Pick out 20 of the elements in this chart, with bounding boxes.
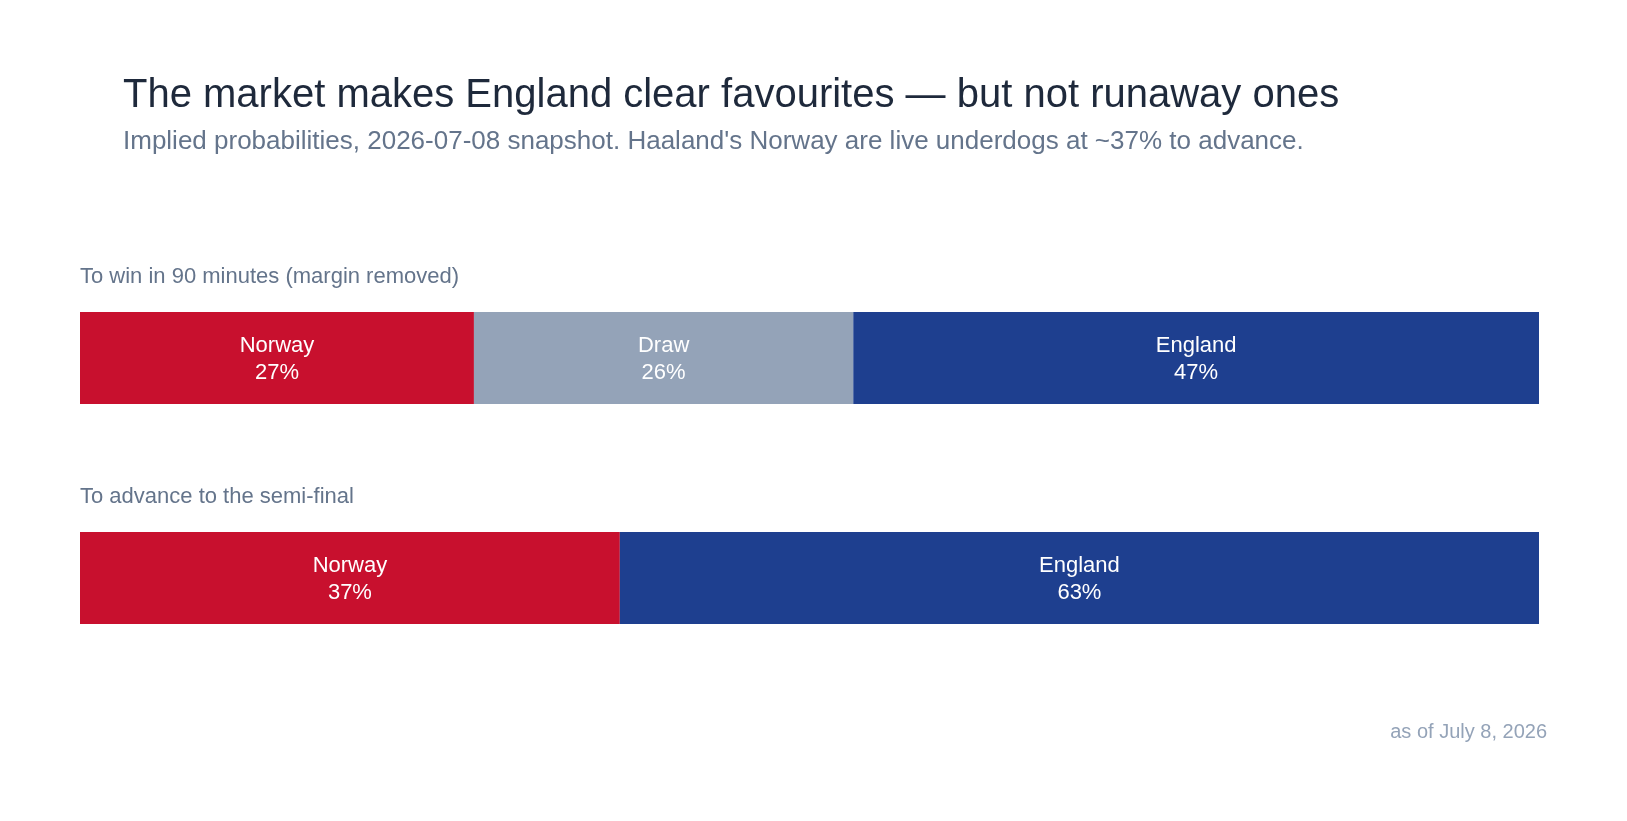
chart-title: The market makes England clear favourites — but not runaway ones xyxy=(123,71,1340,115)
data-label: 26% xyxy=(641,359,686,384)
chart-subtitle: Implied probabilities, 2026-07-08 snapshot. Haaland's Norway are live underdogs at ~37% to advance. xyxy=(123,125,1304,155)
data-label: 47% xyxy=(1174,359,1219,384)
text: England xyxy=(1039,552,1120,577)
text: as of July 8, 2026 xyxy=(1390,720,1548,742)
bar xyxy=(473,312,854,404)
y-tick-label: To advance to the semi-final xyxy=(80,482,354,508)
series-label: Draw xyxy=(637,332,690,357)
series-label: Norway xyxy=(239,332,315,357)
text: Norway xyxy=(312,552,388,577)
series-label: England xyxy=(1155,332,1237,357)
y-tick-label: To win in 90 minutes (margin removed) xyxy=(80,262,460,288)
bar xyxy=(80,312,474,404)
data-label: 27% xyxy=(254,359,299,384)
bar xyxy=(853,312,1539,404)
data-label: 37% xyxy=(327,579,372,604)
data-label: 63% xyxy=(1057,579,1102,604)
bar xyxy=(80,532,620,624)
bar xyxy=(619,532,1539,624)
